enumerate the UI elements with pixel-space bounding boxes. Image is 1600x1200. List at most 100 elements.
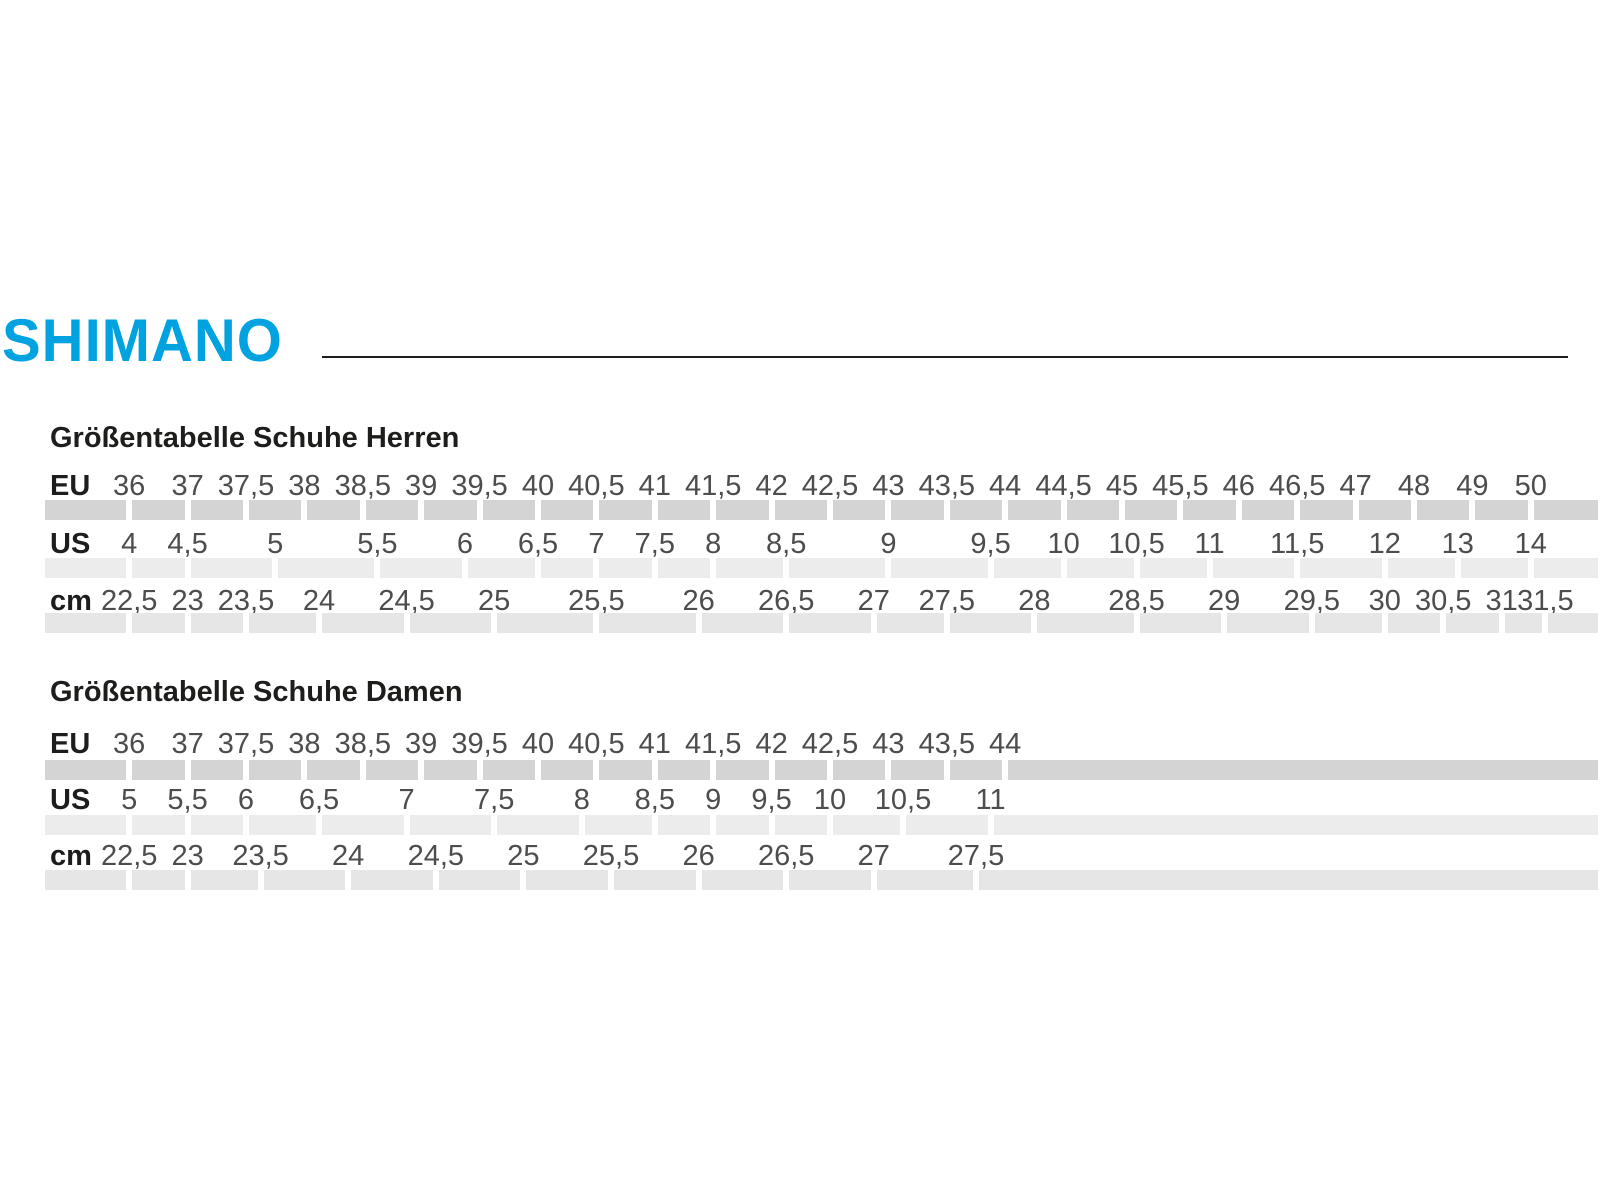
header-rule	[322, 356, 1568, 358]
size-value: 41,5	[684, 470, 742, 502]
size-value: 39	[405, 470, 438, 502]
size-value: 7	[398, 784, 415, 816]
strip-segment	[599, 558, 652, 578]
strip-segment	[1066, 500, 1119, 520]
strip-segment	[438, 870, 521, 890]
strip-segment	[132, 870, 185, 890]
size-value: 4	[121, 528, 138, 560]
size-value: 50	[1514, 470, 1547, 502]
strip-segment	[906, 815, 988, 835]
strip-segment	[468, 558, 535, 578]
strip-segment	[599, 500, 652, 520]
size-value: 46,5	[1268, 470, 1326, 502]
size-value: 41	[638, 728, 671, 760]
size-value: 27,5	[947, 840, 1005, 872]
row-label-us: US	[50, 528, 91, 560]
size-value: 24	[302, 585, 336, 617]
size-value: 10	[813, 784, 847, 816]
size-value: 8	[705, 528, 722, 560]
strip-segment	[1358, 500, 1411, 520]
strip-segment	[1300, 558, 1382, 578]
size-value: 26	[682, 840, 715, 872]
size-value: 7,5	[634, 528, 675, 560]
size-value: 23,5	[217, 585, 275, 617]
size-value: 44	[989, 728, 1022, 760]
strip-segment	[278, 558, 375, 578]
strip-segment	[716, 500, 769, 520]
strip-segment	[584, 815, 652, 835]
strip-segment	[789, 870, 871, 890]
strip-segment	[1460, 558, 1528, 578]
size-value: 23	[171, 585, 204, 617]
strip-segment	[716, 760, 769, 780]
size-value: 25	[507, 840, 540, 872]
strip-segment	[1008, 760, 1598, 780]
strip-segment	[1125, 500, 1178, 520]
strip-segment	[1417, 500, 1470, 520]
size-value: 29	[1208, 585, 1241, 617]
strip-segment	[701, 613, 784, 633]
size-value: 39,5	[451, 728, 508, 760]
size-value: 7	[588, 528, 605, 560]
strip-segment	[190, 870, 258, 890]
strip-segment	[774, 760, 827, 780]
strip-segment	[380, 558, 462, 578]
women-size-table-title: Größentabelle Schuhe Damen	[50, 676, 463, 708]
strip-segment	[424, 760, 477, 780]
strip-segment	[351, 870, 433, 890]
strip-segment	[307, 500, 360, 520]
size-value: 4,5	[167, 528, 208, 560]
strip-segment	[132, 613, 185, 633]
size-value: 22,5	[100, 840, 158, 872]
size-value: 12	[1368, 528, 1401, 560]
size-value: 44,5	[1035, 470, 1092, 502]
strip-segment	[891, 500, 944, 520]
size-value: 5	[121, 784, 138, 816]
size-value: 42	[755, 728, 788, 760]
strip-segment	[45, 760, 127, 780]
strip-segment	[190, 500, 243, 520]
strip-segment	[1387, 613, 1441, 633]
strip-segment	[1314, 613, 1382, 633]
strip-segment	[833, 760, 886, 780]
strip-segment	[409, 815, 492, 835]
strip-segment	[132, 558, 185, 578]
size-value: 37,5	[217, 470, 275, 502]
size-value: 43	[872, 728, 905, 760]
strip-segment	[1139, 558, 1207, 578]
strip-segment	[497, 613, 594, 633]
size-value: 9,5	[970, 528, 1011, 560]
strip-segment	[789, 613, 871, 633]
strip-segment	[424, 500, 477, 520]
size-value: 11,5	[1270, 528, 1325, 560]
size-value: 8,5	[634, 784, 675, 816]
strip-segment	[1241, 500, 1295, 520]
size-value: 5,5	[357, 528, 398, 560]
size-value: 39	[405, 728, 438, 760]
strip-segment	[1183, 500, 1236, 520]
strip-segment	[774, 500, 827, 520]
shimano-logo: SHIMANO	[2, 307, 283, 375]
strip-segment	[322, 815, 404, 835]
row-label-eu: EU	[50, 728, 91, 760]
strip-segment	[190, 760, 243, 780]
strip-segment	[1300, 500, 1353, 520]
row-label-cm: cm	[50, 585, 92, 617]
size-value: 6	[237, 784, 255, 816]
size-value: 31	[1485, 585, 1518, 617]
size-value: 10	[1047, 528, 1080, 560]
strip-segment	[1139, 613, 1222, 633]
size-value: 38	[288, 470, 321, 502]
size-value: 42,5	[801, 728, 859, 760]
size-value: 25,5	[582, 840, 640, 872]
size-value: 27	[857, 585, 890, 617]
strip-segment	[497, 815, 579, 835]
strip-segment	[541, 500, 594, 520]
size-value: 26,5	[757, 840, 815, 872]
size-value: 36	[113, 470, 146, 502]
strip-segment	[949, 613, 1032, 633]
size-value: 25,5	[568, 585, 625, 617]
size-value: 5,5	[167, 784, 208, 816]
strip-segment	[993, 558, 1061, 578]
strip-segment	[833, 500, 886, 520]
